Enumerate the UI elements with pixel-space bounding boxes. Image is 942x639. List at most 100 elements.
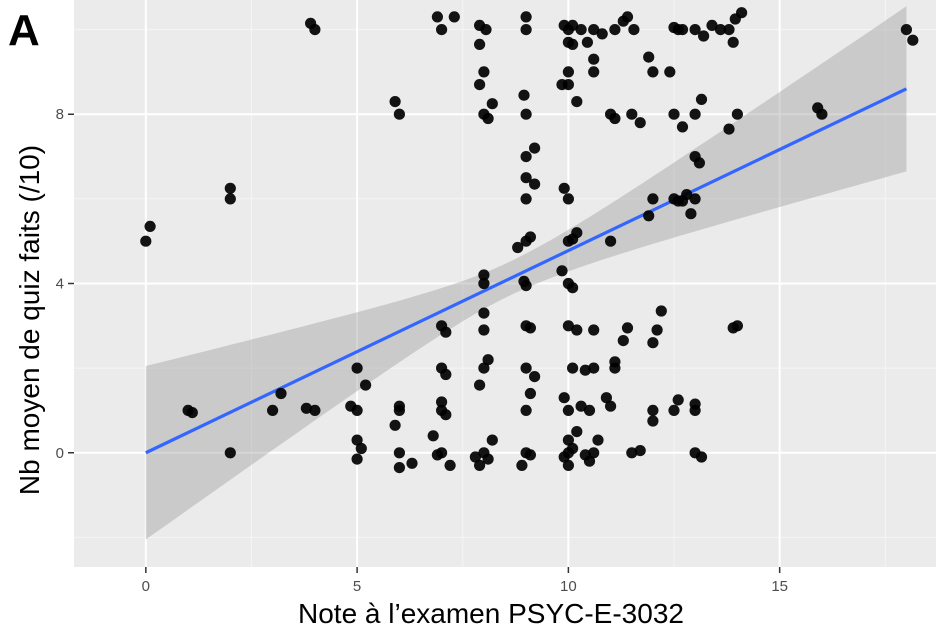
data-point [516, 459, 528, 471]
data-point [474, 379, 486, 391]
data-point [596, 28, 608, 40]
data-point [520, 172, 532, 184]
data-point [558, 19, 570, 31]
data-point [520, 11, 532, 23]
x-tick-label: 0 [142, 578, 150, 595]
data-point [698, 30, 710, 42]
y-axis-title: Nb moyen de quiz faits (/10) [14, 144, 45, 496]
data-point [664, 66, 676, 78]
y-tick-label: 0 [56, 445, 64, 462]
data-point [224, 193, 236, 205]
data-point [529, 142, 541, 154]
data-point [431, 11, 443, 23]
data-point [351, 434, 363, 446]
data-point [643, 51, 655, 63]
data-point [567, 282, 579, 294]
data-point [427, 430, 439, 442]
data-point [575, 24, 587, 36]
data-point [393, 447, 405, 459]
data-point [647, 337, 659, 349]
data-point [486, 98, 498, 110]
data-point [351, 453, 363, 465]
data-point [695, 451, 708, 463]
data-point [436, 396, 448, 408]
data-point [689, 398, 701, 410]
data-point [524, 387, 537, 400]
data-point [571, 324, 583, 336]
data-point [406, 457, 418, 469]
data-point [478, 324, 490, 336]
data-point [267, 404, 279, 416]
data-point [309, 404, 321, 416]
data-point [186, 407, 198, 419]
data-point [655, 305, 667, 317]
data-point [355, 442, 367, 455]
data-point [436, 24, 448, 36]
data-point [562, 459, 575, 471]
data-point [689, 24, 701, 36]
data-point [581, 36, 594, 48]
data-point [689, 108, 701, 120]
data-point [529, 371, 541, 383]
x-axis-ticks: 0 5 10 15 [142, 567, 788, 595]
data-point [562, 79, 575, 91]
data-point [571, 227, 583, 239]
data-point [567, 38, 579, 51]
data-point [693, 157, 706, 169]
data-point [676, 121, 689, 133]
data-point [556, 265, 568, 277]
data-point [685, 208, 697, 220]
data-point [689, 193, 701, 205]
data-point [448, 11, 460, 23]
data-point [431, 449, 443, 461]
data-point [474, 79, 486, 91]
data-point [605, 400, 617, 412]
confidence-band [145, 6, 907, 540]
data-point [588, 66, 600, 78]
data-point [562, 66, 575, 78]
data-point [695, 93, 708, 105]
y-tick-label: 4 [56, 276, 64, 293]
data-point [567, 362, 579, 374]
data-point [224, 447, 236, 459]
data-point [478, 66, 490, 78]
data-point [520, 404, 532, 416]
y-tick-label: 8 [56, 106, 64, 123]
data-point [668, 108, 680, 120]
data-point [478, 277, 490, 290]
data-point [628, 24, 640, 36]
data-point [558, 182, 570, 194]
regression-line [145, 87, 908, 455]
data-point [520, 362, 532, 374]
data-point [480, 24, 492, 36]
data-point [900, 24, 913, 36]
data-point [579, 449, 591, 461]
x-tick-label: 5 [353, 578, 361, 595]
data-point [512, 241, 524, 254]
data-point [520, 24, 532, 36]
data-point [562, 193, 575, 205]
data-point [393, 404, 405, 416]
data-point [520, 151, 532, 163]
data-point [676, 24, 689, 36]
data-point [723, 123, 735, 135]
data-point [626, 447, 638, 459]
data-point [486, 434, 498, 446]
data-point [672, 394, 684, 406]
data-point [482, 354, 494, 366]
data-point [907, 34, 919, 46]
data-point [816, 108, 828, 120]
data-point [651, 324, 663, 336]
data-point [626, 108, 638, 120]
data-point [706, 19, 718, 31]
data-point [567, 19, 579, 31]
panel-letter: A [8, 6, 40, 55]
data-point [309, 24, 321, 36]
data-point [621, 11, 634, 23]
data-point [389, 96, 401, 108]
data-point [731, 320, 744, 332]
data-point [609, 356, 621, 368]
data-point [668, 404, 680, 416]
data-point [605, 235, 617, 247]
data-point [440, 368, 452, 381]
